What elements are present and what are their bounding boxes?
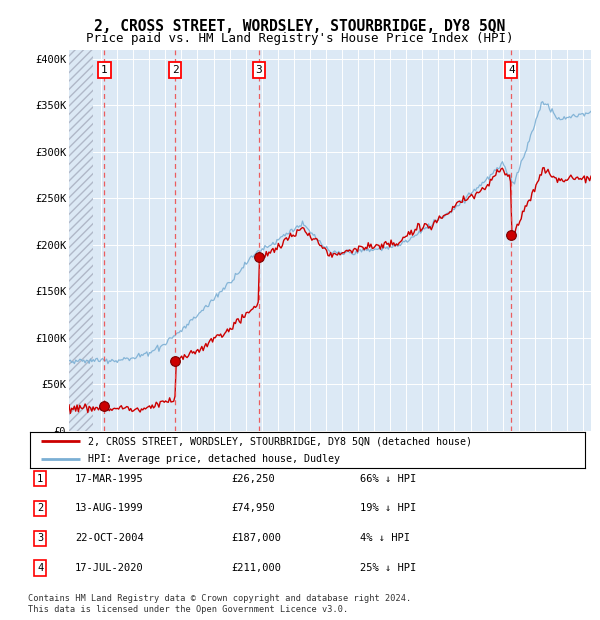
Text: £26,250: £26,250 bbox=[231, 474, 275, 484]
Text: 66% ↓ HPI: 66% ↓ HPI bbox=[360, 474, 416, 484]
Bar bbox=[69, 50, 93, 431]
Text: 2, CROSS STREET, WORDSLEY, STOURBRIDGE, DY8 5QN: 2, CROSS STREET, WORDSLEY, STOURBRIDGE, … bbox=[94, 19, 506, 33]
Text: 13-AUG-1999: 13-AUG-1999 bbox=[75, 503, 144, 513]
Text: 2: 2 bbox=[37, 503, 43, 513]
Text: 3: 3 bbox=[37, 533, 43, 543]
Text: 17-MAR-1995: 17-MAR-1995 bbox=[75, 474, 144, 484]
Text: 2: 2 bbox=[172, 65, 179, 75]
Text: £187,000: £187,000 bbox=[231, 533, 281, 543]
Text: 4% ↓ HPI: 4% ↓ HPI bbox=[360, 533, 410, 543]
Text: £74,950: £74,950 bbox=[231, 503, 275, 513]
Text: 19% ↓ HPI: 19% ↓ HPI bbox=[360, 503, 416, 513]
Text: 1: 1 bbox=[37, 474, 43, 484]
Text: 4: 4 bbox=[37, 563, 43, 573]
Text: 22-OCT-2004: 22-OCT-2004 bbox=[75, 533, 144, 543]
Text: Price paid vs. HM Land Registry's House Price Index (HPI): Price paid vs. HM Land Registry's House … bbox=[86, 32, 514, 45]
Text: HPI: Average price, detached house, Dudley: HPI: Average price, detached house, Dudl… bbox=[88, 454, 340, 464]
Text: £211,000: £211,000 bbox=[231, 563, 281, 573]
Text: 2, CROSS STREET, WORDSLEY, STOURBRIDGE, DY8 5QN (detached house): 2, CROSS STREET, WORDSLEY, STOURBRIDGE, … bbox=[88, 436, 472, 446]
Text: 4: 4 bbox=[508, 65, 515, 75]
Text: 25% ↓ HPI: 25% ↓ HPI bbox=[360, 563, 416, 573]
Text: 17-JUL-2020: 17-JUL-2020 bbox=[75, 563, 144, 573]
Text: 1: 1 bbox=[101, 65, 108, 75]
Text: Contains HM Land Registry data © Crown copyright and database right 2024.
This d: Contains HM Land Registry data © Crown c… bbox=[28, 595, 412, 614]
Text: 3: 3 bbox=[256, 65, 262, 75]
